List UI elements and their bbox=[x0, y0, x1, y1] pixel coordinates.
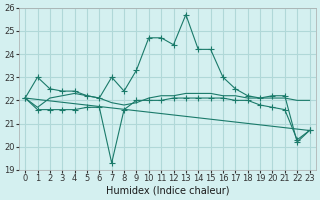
X-axis label: Humidex (Indice chaleur): Humidex (Indice chaleur) bbox=[106, 186, 229, 196]
